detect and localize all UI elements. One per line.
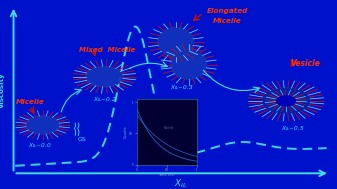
- Text: GS: GS: [77, 136, 86, 142]
- Text: Mixed  Micelle: Mixed Micelle: [80, 47, 136, 53]
- Text: Viscosity: Viscosity: [0, 73, 5, 108]
- Text: Micelle: Micelle: [16, 99, 44, 105]
- Polygon shape: [276, 95, 297, 106]
- Text: Elongated: Elongated: [207, 8, 248, 14]
- Polygon shape: [158, 27, 193, 57]
- Text: $X_{IL}$~0.0: $X_{IL}$~0.0: [28, 141, 52, 150]
- Polygon shape: [262, 88, 310, 114]
- Text: $X_{IL}$~0.5: $X_{IL}$~0.5: [281, 124, 304, 133]
- Polygon shape: [26, 116, 60, 134]
- Polygon shape: [171, 50, 207, 79]
- Polygon shape: [86, 67, 123, 87]
- Text: Vesicle: Vesicle: [290, 59, 320, 68]
- Polygon shape: [277, 96, 295, 106]
- Text: Micelle: Micelle: [213, 18, 242, 24]
- Text: $X_{IL}$~0.3: $X_{IL}$~0.3: [170, 83, 194, 92]
- Text: $X_{IL}$~0.2: $X_{IL}$~0.2: [93, 95, 116, 104]
- Text: $X_{IL}$: $X_{IL}$: [174, 177, 187, 189]
